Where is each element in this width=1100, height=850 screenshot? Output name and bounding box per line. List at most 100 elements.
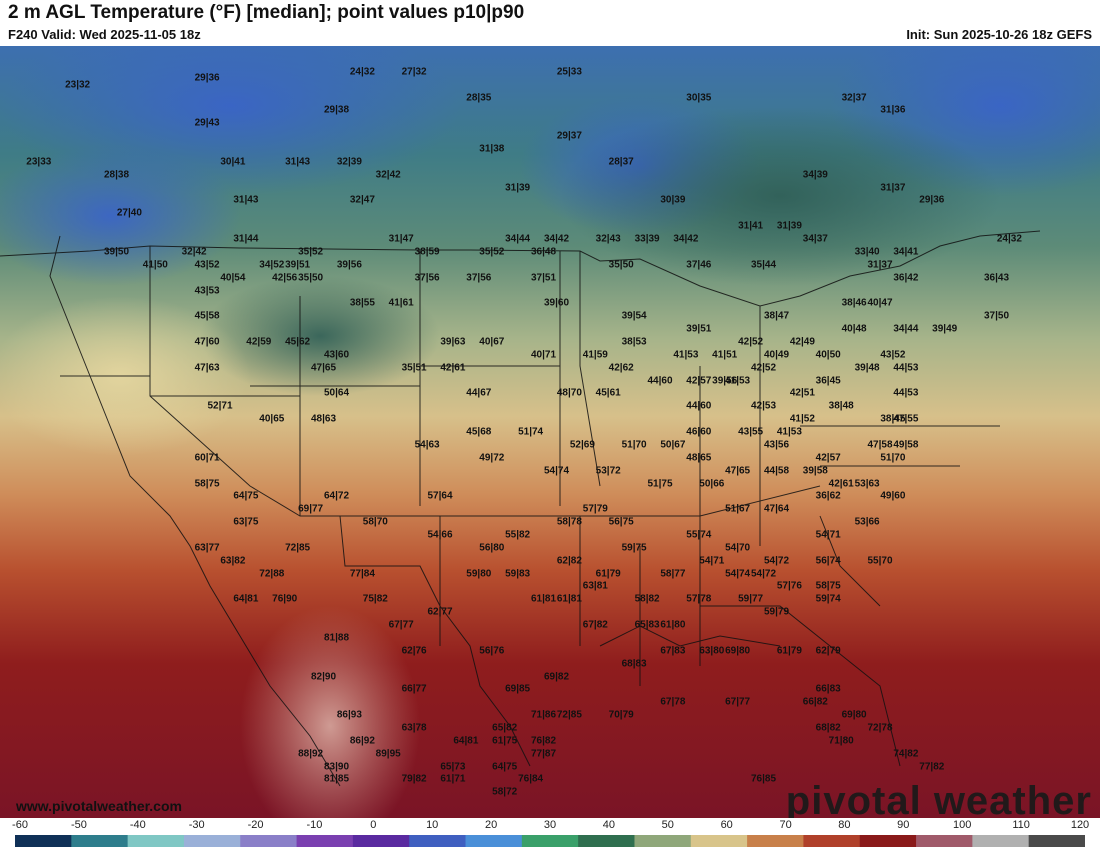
point-value-label: 34|41 (893, 246, 919, 258)
point-value-label: 74|82 (893, 748, 919, 760)
point-value-label: 29|36 (194, 72, 220, 84)
point-value-label: 45|58 (194, 310, 220, 322)
point-value-label: 54|74 (725, 568, 751, 579)
point-value-label: 24|32 (996, 233, 1022, 245)
point-value-label: 48|65 (686, 452, 712, 464)
point-value-label: 57|79 (582, 503, 608, 515)
point-value-label: 42|52 (738, 336, 764, 348)
point-value-label: 24|32 (349, 66, 375, 78)
point-value-label: 47|63 (194, 362, 220, 374)
point-value-label: 61|75 (492, 735, 518, 747)
point-value-label: 58|72 (492, 786, 518, 798)
point-value-label: 69|77 (298, 503, 324, 515)
point-value-label: 32|42 (181, 246, 207, 258)
point-value-label: 58|70 (362, 516, 388, 528)
point-value-label: 40|71 (530, 349, 557, 361)
map-title: 2 m AGL Temperature (°F) [median]; point… (8, 2, 525, 23)
point-value-label: 37|56 (466, 272, 492, 284)
colorbar-segment (352, 835, 410, 847)
colorbar-segment (916, 835, 973, 847)
colorbar-tick-label: -60 (12, 819, 28, 831)
point-value-label: 39|56 (712, 375, 738, 386)
point-value-label: 75|82 (362, 593, 388, 605)
point-value-label: 76|84 (518, 773, 544, 785)
point-value-label: 34|42 (543, 233, 570, 245)
point-value-label: 42|53 (750, 400, 777, 412)
point-value-label: 23|33 (26, 156, 52, 168)
point-value-label: 59|80 (466, 568, 492, 579)
point-value-label: 47|58 (867, 439, 893, 451)
temperature-map[interactable]: 23|32 29|36 24|32 27|32 29|38 28|35 25|33 30|35… (0, 46, 1100, 818)
colorbar-tick-label: 90 (897, 819, 910, 831)
point-value-label: 50|64 (323, 387, 350, 399)
point-value-label: 38|46 (841, 297, 867, 309)
colorbar-segment (859, 835, 917, 847)
point-value-label: 81|85 (323, 773, 350, 785)
point-value-label: 34|44 (893, 323, 919, 335)
colorbar-segment (972, 835, 1030, 847)
point-value-label: 44|53 (893, 387, 919, 399)
point-value-label: 42|61 (828, 478, 854, 489)
point-value-label: 47|60 (194, 336, 220, 348)
colorbar-tick-label: -40 (129, 819, 146, 831)
website-watermark: www.pivotalweather.com (16, 798, 182, 814)
colorbar-tick-label: 100 (953, 819, 972, 831)
point-value-label: 41|53 (673, 349, 699, 361)
point-value-label: 61|79 (595, 568, 621, 579)
point-value-label: 37|56 (414, 272, 440, 284)
point-value-label: 59|79 (763, 606, 790, 618)
point-value-label: 41|61 (388, 297, 414, 309)
point-value-label: 33|39 (634, 233, 660, 245)
point-value-label: 41|52 (789, 413, 815, 425)
point-value-label: 40|48 (841, 323, 867, 335)
point-value-label: 32|39 (336, 156, 362, 168)
point-value-label: 51|70 (621, 439, 647, 451)
point-value-label: 48|70 (556, 387, 582, 399)
point-value-label: 40|54 (220, 272, 246, 284)
point-value-label: 89|95 (375, 748, 401, 760)
point-value-label: 36|62 (815, 490, 841, 502)
valid-time: F240 Valid: Wed 2025-11-05 18z (8, 27, 201, 42)
point-value-label: 59|75 (621, 542, 647, 554)
point-value-label: 31|39 (505, 182, 531, 193)
point-value-label: 72|78 (867, 722, 893, 734)
point-value-label: 67|77 (388, 619, 414, 631)
point-value-label: 41|53 (725, 375, 751, 386)
colorbar-gradient (15, 835, 1085, 847)
point-value-label: 44|67 (466, 387, 492, 399)
point-value-label: 67|78 (660, 696, 686, 708)
point-value-label: 43|56 (763, 439, 790, 451)
point-value-label: 72|85 (556, 709, 582, 721)
colorbar-segment (521, 835, 579, 847)
point-value-label: 28|38 (103, 169, 130, 181)
point-value-label: 39|48 (854, 362, 880, 374)
point-value-label: 34|44 (505, 233, 531, 245)
point-value-label: 39|50 (103, 246, 130, 258)
point-value-label: 63|75 (233, 516, 259, 528)
point-value-label: 32|42 (375, 169, 401, 181)
point-value-label: 76|82 (530, 735, 557, 747)
point-value-label: 79|82 (401, 773, 427, 785)
point-value-label: 42|57 (815, 452, 841, 464)
point-value-label: 30|35 (686, 92, 712, 103)
point-value-label: 67|77 (725, 696, 751, 708)
point-value-label: 31|38 (479, 143, 505, 155)
point-value-label: 48|63 (310, 413, 337, 425)
point-value-label: 82|90 (310, 671, 337, 682)
point-value-label: 39|51 (686, 323, 712, 335)
point-value-label: 53|72 (595, 465, 621, 477)
point-value-label: 43|52 (194, 259, 220, 271)
point-value-label: 62|82 (556, 555, 582, 567)
point-value-label: 69|82 (543, 671, 570, 682)
point-value-label: 58|75 (194, 478, 220, 489)
point-value-label: 59|77 (738, 593, 764, 605)
point-value-label: 43|60 (323, 349, 350, 361)
point-value-label: 38|48 (828, 400, 854, 412)
colorbar-tick-label: 110 (1012, 819, 1030, 831)
point-value-label: 34|39 (802, 169, 828, 181)
point-value-label: 47|65 (725, 465, 751, 477)
point-value-label: 23|32 (65, 79, 91, 91)
point-value-label: 31|37 (867, 259, 893, 271)
point-value-label: 35|52 (479, 246, 505, 258)
point-value-label: 72|85 (285, 542, 311, 554)
